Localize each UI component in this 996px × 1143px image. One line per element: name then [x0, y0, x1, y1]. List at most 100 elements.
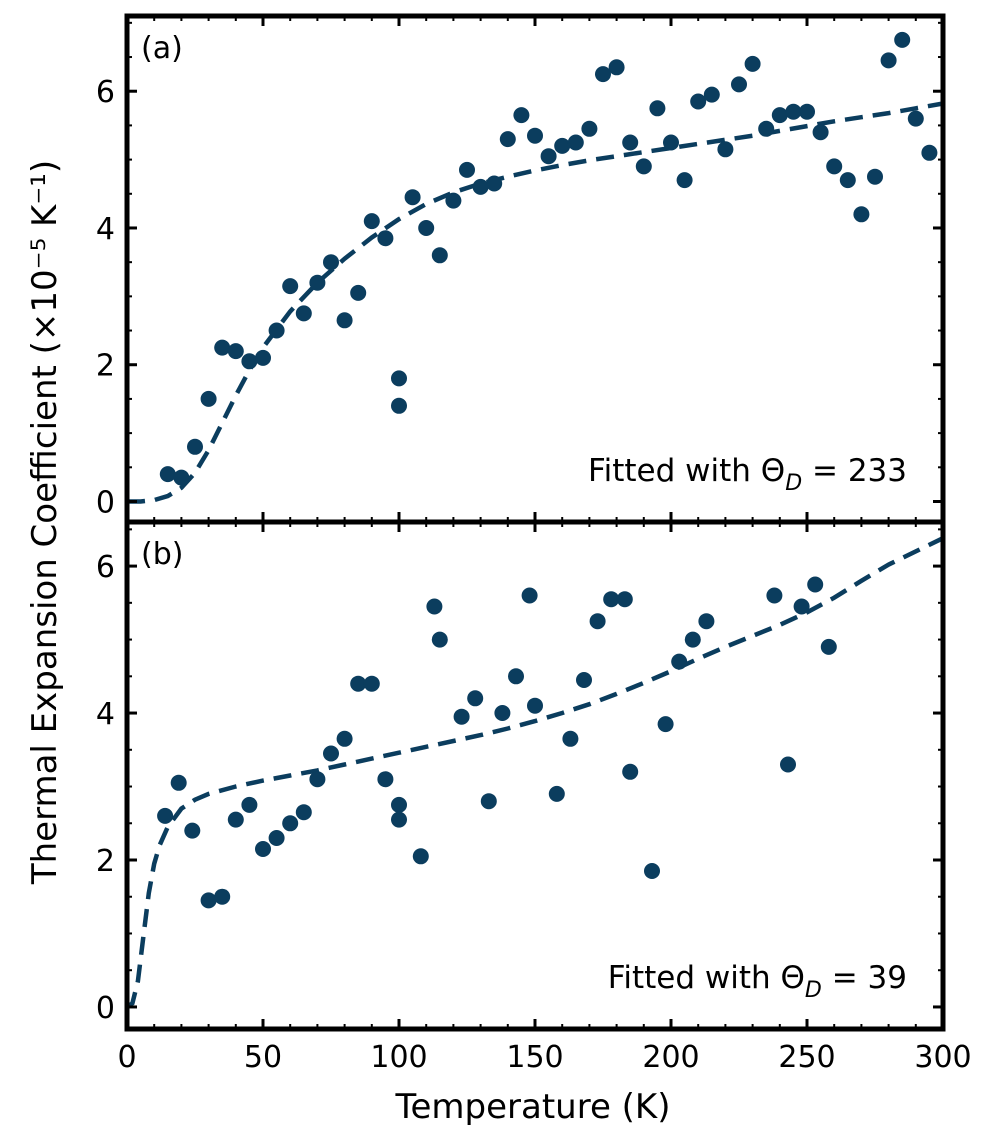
data-point [676, 172, 693, 189]
data-point [453, 708, 470, 725]
data-point [562, 730, 579, 747]
fit-curve [127, 101, 944, 504]
y-tick-label: 2 [96, 844, 115, 879]
fit-annotation: Fitted with ΘD = 233 [588, 453, 907, 496]
data-point [622, 763, 639, 780]
data-point [616, 591, 633, 608]
data-point [184, 822, 201, 839]
x-tick-label: 50 [244, 1040, 282, 1075]
y-tick-label: 2 [96, 349, 115, 384]
data-point [744, 55, 761, 72]
data-point [159, 466, 176, 483]
data-point [758, 120, 775, 137]
data-point [170, 774, 187, 791]
data-point [622, 134, 639, 151]
data-point [684, 631, 701, 648]
data-point [404, 189, 421, 206]
data-point [459, 161, 475, 178]
data-point [227, 343, 244, 360]
data-point [377, 230, 394, 247]
data-point [576, 672, 592, 688]
data-point [214, 888, 231, 905]
data-point [309, 274, 326, 291]
data-point [717, 141, 734, 158]
data-point [200, 892, 217, 909]
data-point [187, 438, 203, 455]
data-point [391, 811, 407, 828]
x-tick-label: 250 [778, 1040, 835, 1075]
fit-annotation: Fitted with ΘD = 39 [608, 960, 907, 1003]
data-point [554, 137, 571, 154]
data-point [820, 638, 837, 655]
data-point [907, 110, 924, 127]
panel-b: 0 50 100 150 200 250 300 0 2 4 6 (b) Fitted with ΘD … [96, 519, 972, 1075]
data-point [567, 134, 584, 151]
data-point [671, 653, 688, 670]
x-tick-label: 200 [642, 1040, 699, 1075]
data-point [812, 124, 829, 141]
data-point [431, 247, 448, 264]
data-point [350, 284, 367, 301]
data-point [508, 668, 524, 685]
plot-frame [124, 13, 946, 525]
data-point [412, 848, 429, 865]
data-point [581, 120, 598, 137]
data-point [513, 107, 530, 124]
data-point [663, 134, 679, 151]
data-point [853, 206, 870, 223]
data-point [391, 397, 407, 414]
data-point [431, 631, 448, 648]
data-point [472, 178, 489, 195]
data-point [241, 796, 258, 813]
data-point [690, 93, 707, 110]
data-point [589, 613, 606, 630]
y-tick-label: 0 [96, 485, 115, 520]
data-point [649, 100, 666, 117]
data-point [157, 807, 174, 824]
data-point [921, 144, 938, 161]
data-point [467, 690, 484, 707]
data-point [418, 220, 435, 236]
data-point [635, 158, 652, 175]
data-point [173, 469, 190, 486]
data-point [839, 172, 856, 189]
data-point [644, 863, 660, 879]
x-tick-label: 0 [117, 1040, 136, 1075]
data-point [698, 613, 715, 630]
data-point [309, 771, 326, 788]
data-point [255, 841, 271, 857]
data-point [608, 59, 625, 76]
data-point [363, 213, 380, 230]
fit-curve [125, 536, 944, 1009]
data-point [499, 131, 516, 148]
x-tick-label: 300 [914, 1040, 971, 1075]
data-point [780, 756, 796, 773]
data-point [785, 103, 802, 120]
data-point [657, 716, 674, 733]
data-point [521, 587, 538, 604]
data-point [867, 168, 883, 185]
panel-label: (a) [141, 31, 183, 66]
data-point [494, 705, 511, 721]
data-point [799, 103, 815, 120]
data-point [480, 793, 497, 810]
data-point [268, 830, 285, 846]
y-tick-label: 6 [96, 550, 115, 585]
data-point [255, 349, 271, 366]
data-point [282, 815, 299, 832]
y-tick-label: 0 [96, 991, 115, 1026]
data-point [486, 175, 503, 192]
y-tick-label: 6 [96, 75, 115, 110]
panel-a: 0 2 4 6 (a) Fitted with ΘD = 233 [96, 13, 946, 525]
y-tick-label: 4 [96, 697, 115, 732]
data-point [703, 86, 720, 103]
x-tick-label: 150 [506, 1040, 563, 1075]
data-point [391, 796, 407, 813]
data-point [766, 587, 783, 604]
data-point [426, 598, 443, 615]
data-point [200, 390, 217, 407]
data-point [282, 278, 299, 295]
data-point [241, 353, 258, 370]
data-point [595, 66, 611, 83]
data-point [295, 305, 312, 322]
